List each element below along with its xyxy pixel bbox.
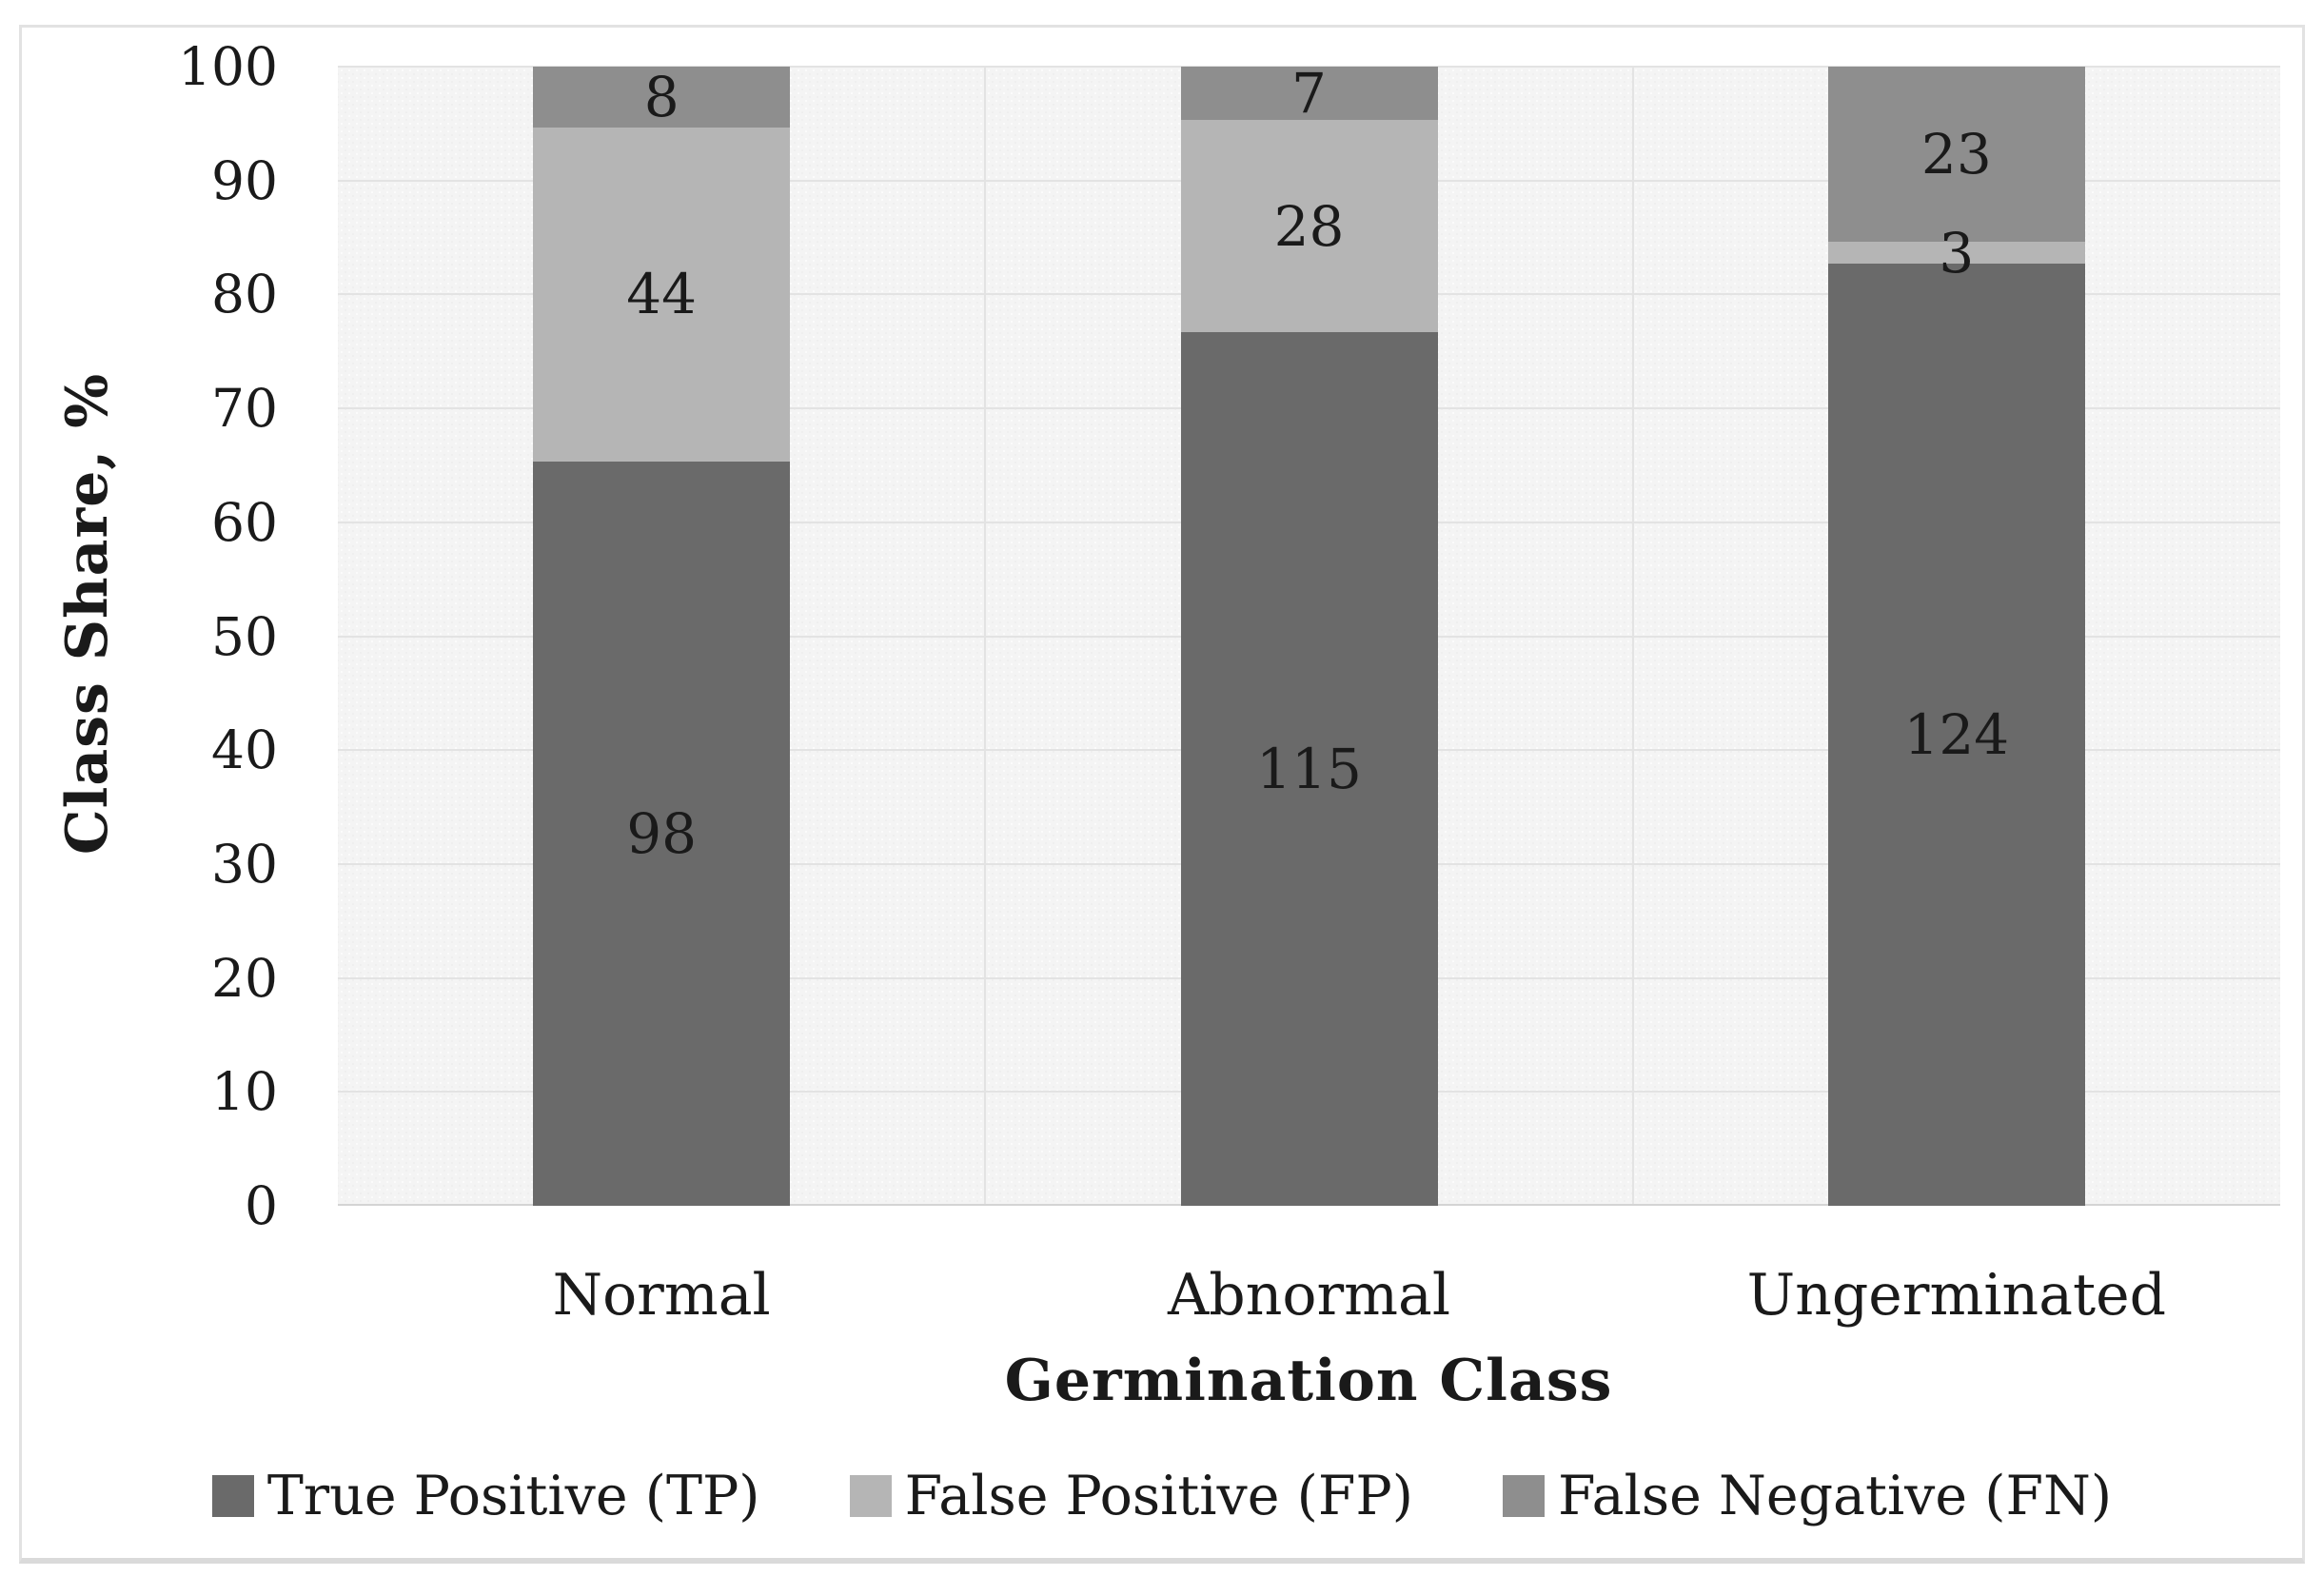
y-tick-label: 0 (245, 1175, 278, 1236)
y-tick-label: 40 (211, 719, 278, 781)
y-tick-label: 20 (211, 947, 278, 1009)
segment-label: 98 (626, 800, 698, 866)
bar-segment-false-negative-fn- (533, 67, 791, 128)
x-tick-label: Normal (552, 1262, 771, 1329)
y-tick-label: 90 (211, 149, 278, 211)
legend-item: False Negative (FN) (1502, 1462, 2113, 1530)
segment-label: 7 (1291, 60, 1327, 126)
bar-segment-false-positive-fp- (533, 127, 791, 462)
x-axis-title: Germination Class (1004, 1348, 1613, 1414)
legend-swatch-true-positive-tp- (211, 1475, 254, 1517)
bar-segment-true-positive-tp- (1827, 264, 2085, 1206)
y-tick-label: 60 (211, 491, 278, 553)
x-tick-label: Abnormal (1167, 1262, 1451, 1329)
segment-label: 124 (1903, 702, 2010, 768)
legend: True Positive (TP) False Positive (FP) Fal… (0, 1462, 2324, 1530)
segment-label: 28 (1273, 193, 1345, 259)
legend-label: True Positive (TP) (266, 1465, 760, 1527)
plot-area: 98 44 8 115 28 7 124 3 23 (338, 60, 2280, 1206)
segment-label: 8 (643, 64, 679, 129)
bar-segment-true-positive-tp- (533, 461, 791, 1206)
bar-segment-true-positive-tp- (1180, 332, 1438, 1206)
bar-segment-false-negative-fn- (1827, 67, 2085, 242)
legend-item: True Positive (TP) (211, 1462, 760, 1530)
x-tick-label: Ungerminated (1746, 1262, 2166, 1329)
segment-label: 3 (1939, 220, 1975, 286)
legend-label: False Negative (FN) (1557, 1465, 2113, 1527)
bar-segment-false-positive-fp- (1827, 241, 2085, 265)
y-tick-label: 30 (211, 833, 278, 895)
v-gridline (984, 67, 987, 1206)
segment-label: 23 (1920, 121, 1992, 187)
y-tick-label: 100 (178, 36, 278, 97)
legend-swatch-false-positive-fp- (849, 1475, 892, 1517)
v-gridline (1631, 67, 1634, 1206)
segment-label: 115 (1256, 737, 1362, 802)
y-tick-label: 50 (211, 605, 278, 667)
y-tick-label: 10 (211, 1061, 278, 1123)
legend-swatch-false-negative-fn- (1502, 1475, 1545, 1517)
y-tick-label: 80 (211, 264, 278, 325)
legend-label: False Positive (FP) (904, 1465, 1413, 1527)
segment-label: 44 (626, 262, 698, 327)
legend-item: False Positive (FP) (849, 1462, 1413, 1530)
bar-segment-false-positive-fp- (1180, 119, 1438, 333)
y-tick-label: 70 (211, 378, 278, 440)
bar-segment-false-negative-fn- (1180, 67, 1438, 120)
